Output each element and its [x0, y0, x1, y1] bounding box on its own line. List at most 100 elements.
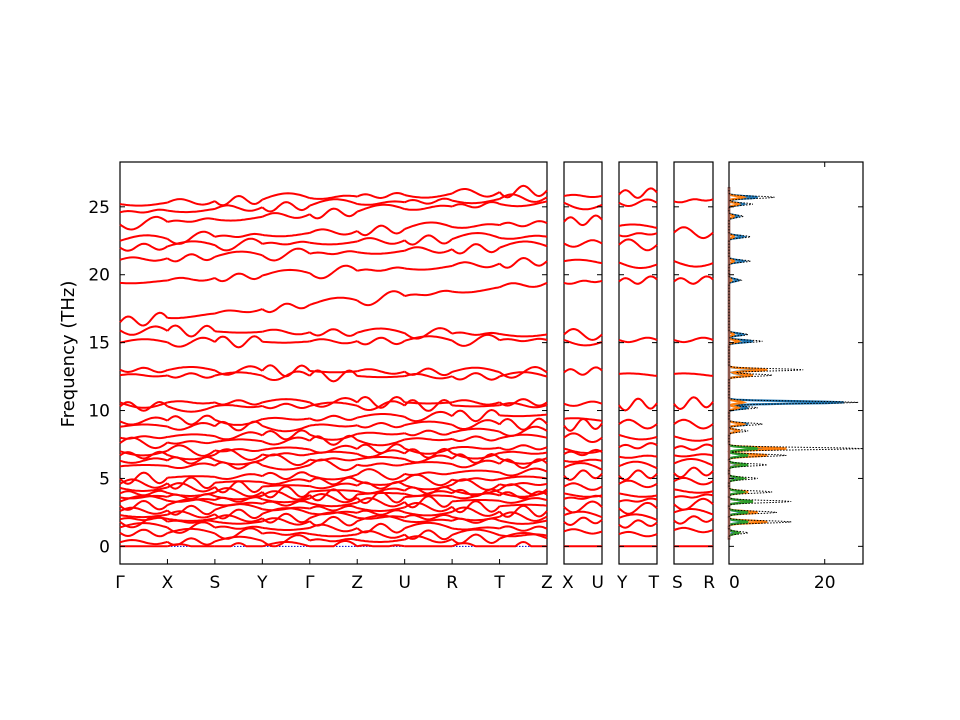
- phonon-band: [167, 207, 216, 214]
- phonon-band: [166, 421, 216, 431]
- phonon-band: [673, 466, 714, 479]
- phonon-band: [214, 542, 263, 548]
- phonon-band: [499, 481, 548, 487]
- phonon-band: [309, 504, 358, 512]
- phonon-band: [309, 492, 358, 504]
- phonon-band: [262, 452, 311, 457]
- phonon-band: [673, 418, 714, 430]
- phonon-band: [119, 373, 168, 378]
- y-tick-label: 15: [88, 334, 110, 354]
- phonon-band: [356, 327, 405, 335]
- phonon-band: [451, 506, 501, 517]
- phonon-band: [261, 490, 311, 501]
- phonon-band: [499, 240, 548, 249]
- phonon-band: [261, 364, 311, 378]
- y-tick-label: 25: [88, 198, 110, 218]
- phonon-band: [499, 333, 548, 338]
- phonon-band: [451, 446, 500, 450]
- phonon-band: [499, 402, 548, 409]
- phonon-band: [404, 420, 453, 426]
- phonon-band: [618, 460, 658, 470]
- y-tick-label: 10: [88, 402, 110, 422]
- phonon-band: [403, 398, 453, 412]
- phonon-band: [309, 414, 358, 422]
- phonon-band: [119, 478, 168, 489]
- phonon-band: [618, 232, 658, 238]
- phonon-band: [214, 494, 263, 501]
- phonon-band: [309, 501, 358, 508]
- phonon-band: [618, 238, 658, 252]
- phonon-band: [499, 540, 547, 548]
- phonon-band: [499, 450, 548, 455]
- phonon-band: [451, 231, 500, 241]
- phonon-band: [309, 432, 358, 441]
- phonon-band: [673, 198, 714, 204]
- phonon-band: [357, 515, 405, 520]
- phonon-band: [673, 476, 714, 486]
- phonon-band: [119, 423, 168, 428]
- phonon-band: [673, 488, 714, 494]
- x-tick-label: Z: [541, 573, 553, 593]
- phonon-band: [451, 372, 501, 381]
- phonon-band: [214, 501, 263, 507]
- main-band-panel-frame: [119, 161, 548, 565]
- phonon-band: [404, 518, 453, 524]
- phonon-band: [119, 457, 168, 464]
- phonon-band: [309, 515, 358, 527]
- phonon-band: [119, 449, 168, 457]
- phonon-band: [356, 395, 406, 409]
- phonon-band: [309, 194, 358, 200]
- phonon-band: [404, 461, 453, 466]
- phonon-band: [119, 506, 168, 515]
- phonon-band: [451, 528, 500, 537]
- phonon-band: [214, 520, 263, 525]
- phonon-band: [214, 250, 263, 258]
- phonon-band: [563, 492, 603, 498]
- phonon-band: [451, 286, 500, 294]
- phonon-band: [452, 404, 500, 408]
- phonon-band: [262, 231, 310, 238]
- phonon-band: [262, 340, 310, 344]
- phonon-band: [262, 398, 310, 404]
- phonon-band: [357, 413, 405, 419]
- phonon-band: [309, 423, 358, 428]
- x-tick-label: Γ: [305, 573, 315, 593]
- phonon-band: [262, 526, 310, 531]
- phonon-band: [214, 272, 263, 283]
- phonon-band: [262, 464, 311, 471]
- phonon-band: [673, 260, 714, 268]
- phonon-band: [404, 265, 453, 271]
- phonon-band: [673, 497, 714, 511]
- phonon-band: [214, 335, 264, 349]
- phonon-band: [119, 325, 168, 336]
- phonon-band: [167, 527, 216, 535]
- phonon-band: [451, 243, 501, 255]
- phonon-band: [404, 401, 453, 405]
- x-tick-label: R: [446, 573, 458, 593]
- phonon-band: [309, 538, 358, 543]
- phonon-band: [404, 437, 453, 442]
- phonon-band: [356, 336, 406, 346]
- phonon-band: [119, 208, 168, 214]
- phonon-band: [119, 234, 168, 242]
- phonon-band: [309, 296, 358, 306]
- phonon-band: [357, 462, 405, 467]
- x-tick-label: Y: [256, 573, 268, 593]
- phonon-band: [357, 200, 405, 206]
- phonon-band: [563, 469, 603, 481]
- phonon-band: [499, 503, 548, 508]
- phonon-band: [499, 467, 548, 477]
- x-tick-label: S: [209, 573, 220, 593]
- phonon-band: [451, 452, 501, 464]
- phonon-band: [119, 538, 168, 546]
- phonon-band: [214, 525, 263, 530]
- phonon-band: [618, 336, 658, 344]
- phonon-band: [309, 457, 358, 462]
- phonon-band: [451, 419, 501, 431]
- phonon-band: [356, 191, 406, 200]
- phonon-band: [214, 232, 263, 238]
- phonon-band: [499, 200, 548, 208]
- phonon-band: [262, 446, 310, 451]
- phonon-band: [214, 194, 263, 207]
